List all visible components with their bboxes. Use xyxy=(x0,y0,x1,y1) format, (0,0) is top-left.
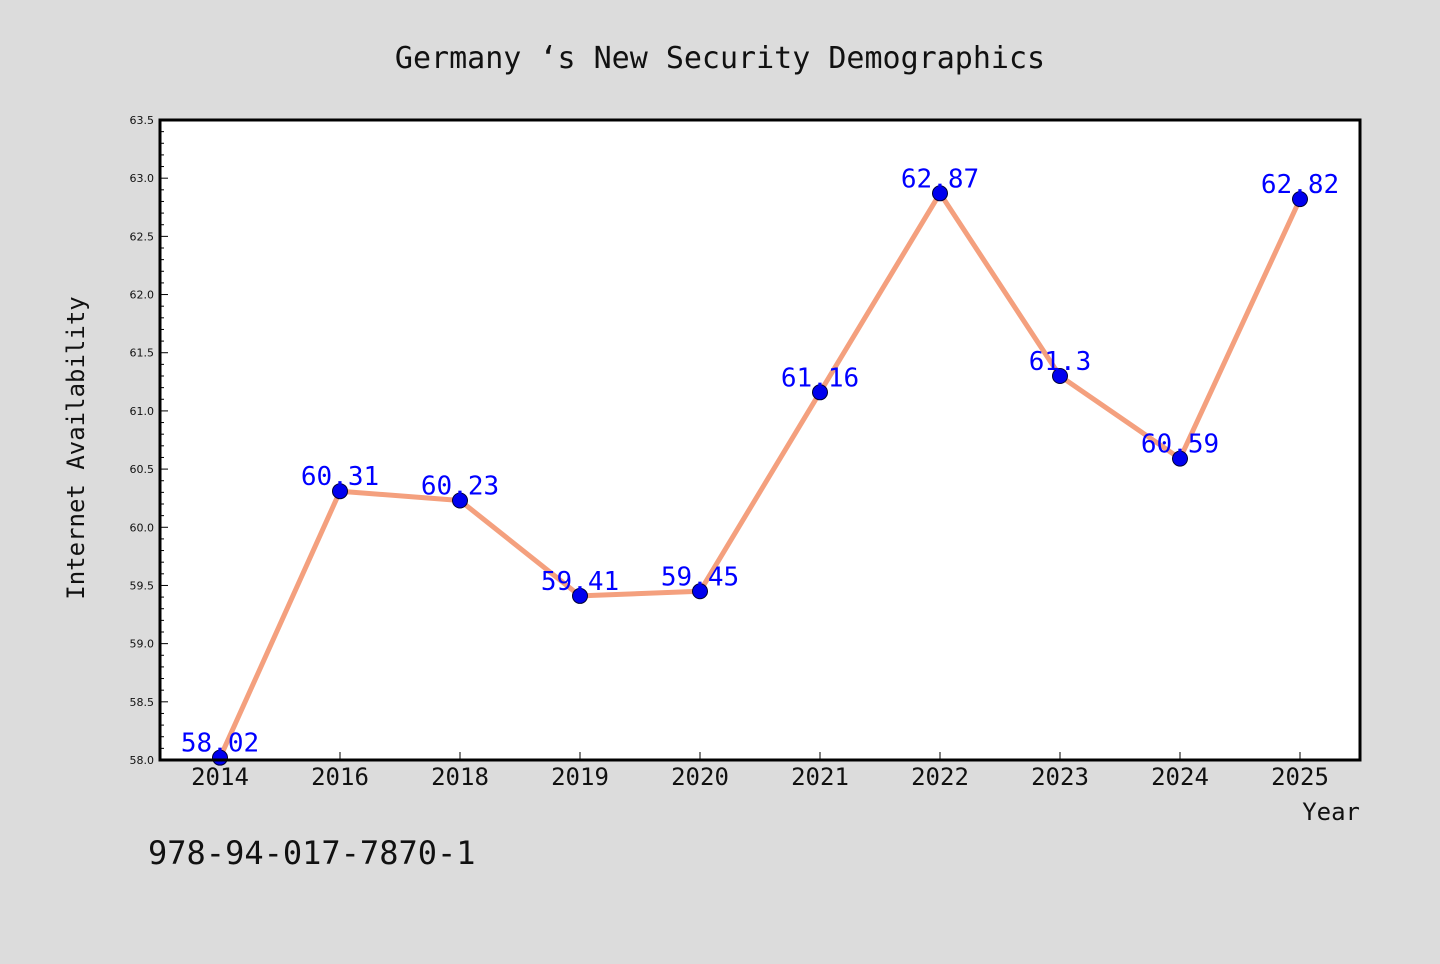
chart-title: Germany ‘s New Security Demographics xyxy=(395,41,1045,76)
plot-area xyxy=(160,120,1360,760)
x-tick-label: 2023 xyxy=(1031,763,1089,791)
data-label: 61.16 xyxy=(781,363,859,393)
y-axis-ticks: 58.0 58.5 59.0 59.5 60.0 60.5 61.0 61.5 62.0 62.5… xyxy=(130,114,168,767)
footnote-isbn: 978-94-017-7870-1 xyxy=(148,834,476,872)
y-tick-label: 61.0 xyxy=(130,405,155,418)
x-tick-label: 2024 xyxy=(1151,763,1209,791)
data-point xyxy=(692,583,708,600)
x-tick-label: 2014 xyxy=(191,763,249,791)
data-label: 61.3 xyxy=(1029,347,1092,377)
x-axis-ticks: 2014 2016 2018 2019 2020 2021 2022 2023 2024 2025 xyxy=(191,752,1329,791)
y-tick-label: 63.0 xyxy=(130,172,155,185)
x-tick-label: 2016 xyxy=(311,763,369,791)
series-line xyxy=(217,190,1303,759)
x-tick-label: 2020 xyxy=(671,763,729,791)
y-tick-label: 60.5 xyxy=(130,463,155,476)
y-axis-label: Internet Availability xyxy=(62,296,90,599)
x-tick-label: 2019 xyxy=(551,763,609,791)
y-tick-label: 63.5 xyxy=(130,114,155,127)
data-label: 60.31 xyxy=(301,462,379,492)
data-label: 60.23 xyxy=(421,472,499,502)
data-label: 62.87 xyxy=(901,164,979,194)
y-tick-label: 62.5 xyxy=(130,230,155,243)
data-point xyxy=(452,492,468,509)
x-tick-label: 2018 xyxy=(431,763,489,791)
y-tick-label: 58.5 xyxy=(130,696,155,709)
data-point xyxy=(1292,191,1308,208)
data-point xyxy=(332,483,348,500)
data-point xyxy=(572,587,588,604)
data-label: 60.59 xyxy=(1141,430,1219,460)
data-point xyxy=(932,185,948,202)
y-tick-label: 62.0 xyxy=(130,289,155,302)
y-tick-label: 58.0 xyxy=(130,754,155,767)
data-point xyxy=(1052,368,1068,384)
data-point xyxy=(812,384,828,401)
data-label: 58.02 xyxy=(181,729,259,759)
y-tick-label: 59.0 xyxy=(130,638,155,651)
series-layer: 58.02 60.31 60.23 59.41 59.45 61.16 62.87 61.3 6… xyxy=(181,164,1339,766)
data-label: 59.45 xyxy=(661,562,739,592)
x-tick-label: 2021 xyxy=(791,763,849,791)
data-label: 62.82 xyxy=(1261,170,1339,200)
y-tick-label: 59.5 xyxy=(130,579,155,592)
x-tick-label: 2022 xyxy=(911,763,969,791)
x-tick-label: 2025 xyxy=(1271,763,1329,791)
y-tick-label: 60.0 xyxy=(130,521,155,534)
y-tick-label: 61.5 xyxy=(130,347,155,360)
plot-frame xyxy=(158,118,1362,762)
x-axis-label: Year xyxy=(1302,798,1360,826)
data-label: 59.41 xyxy=(541,567,619,597)
data-point xyxy=(1172,450,1188,467)
